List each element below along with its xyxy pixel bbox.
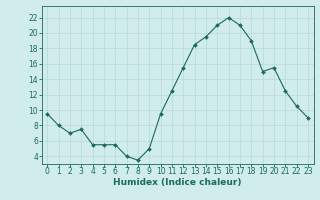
X-axis label: Humidex (Indice chaleur): Humidex (Indice chaleur) xyxy=(113,178,242,187)
